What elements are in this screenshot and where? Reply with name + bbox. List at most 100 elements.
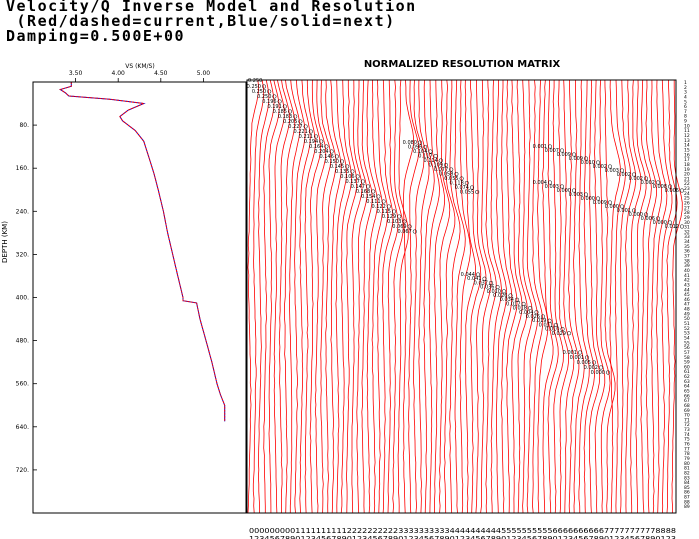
value-marker [355, 174, 360, 179]
kernel-line [485, 79, 497, 514]
value-marker [631, 172, 637, 177]
row-label: 37 [684, 254, 690, 260]
row-label: 47 [684, 302, 690, 308]
value-marker [293, 114, 298, 119]
resolution-value: 0.129 [382, 214, 396, 220]
value-marker [407, 224, 412, 229]
row-label: 82 [684, 470, 690, 476]
value-marker [547, 144, 553, 149]
value-marker [475, 189, 480, 195]
value-marker [553, 322, 559, 327]
resolution-value: 0.106 [340, 174, 354, 180]
row-label: 57 [684, 350, 690, 356]
resolution-value: 0.055 [460, 190, 474, 196]
row-label: 81 [684, 466, 690, 472]
resolution-value: 0.204 [314, 149, 328, 155]
resolution-value: 0.111 [366, 199, 380, 205]
resolution-value: 0.115 [377, 209, 391, 215]
resolution-value: 0.003 [545, 184, 559, 190]
row-label: 54 [684, 335, 690, 341]
kernel-line [666, 79, 678, 514]
row-label: 48 [684, 307, 690, 313]
row-label: 66 [684, 393, 690, 399]
kernel-line [470, 79, 482, 514]
value-marker [475, 272, 481, 277]
kernel-line [433, 79, 446, 513]
value-marker [308, 129, 313, 134]
next-model-line [59, 82, 226, 422]
resolution-value: 0.145 [330, 164, 344, 170]
value-marker [560, 327, 565, 332]
kernel-line [568, 79, 580, 514]
y-tick-label: 560. [16, 381, 29, 388]
resolution-values: 0.2500.2500.2500.2500.1960.1910.1850.183… [247, 78, 685, 376]
value-marker [655, 180, 661, 185]
x-tick-label: 4.00 [112, 70, 126, 77]
resolution-value: 0.211 [299, 134, 313, 140]
kernel-line [289, 79, 301, 513]
plot-subtitle: (Red/dashed=current,Blue/solid=next) [6, 12, 396, 30]
row-label: 15 [684, 147, 690, 153]
resolution-value: 0.026 [493, 293, 507, 299]
y-tick-label: 640. [16, 424, 29, 431]
value-marker [577, 350, 583, 355]
resolution-value: 0.002 [629, 176, 643, 182]
row-label: 7 [684, 109, 687, 115]
kernel-line [340, 79, 352, 514]
kernel-line [443, 79, 456, 514]
velocity-curves [59, 82, 226, 422]
kernel-line [304, 79, 316, 514]
kernel-line [330, 79, 342, 514]
value-marker [443, 162, 449, 168]
value-marker [319, 139, 324, 144]
resolution-value: 0.000 [591, 370, 605, 376]
kernel-line [309, 79, 321, 514]
kernel-line [449, 79, 461, 514]
value-marker [495, 285, 500, 290]
value-marker [482, 276, 487, 281]
kernel-line [351, 79, 363, 514]
y-tick-label: 320. [16, 251, 29, 258]
current-model-line [59, 82, 226, 422]
row-label: 73 [684, 427, 690, 433]
value-marker [417, 140, 423, 145]
resolution-value: 0.055 [444, 176, 458, 182]
row-label: 85 [684, 485, 690, 491]
row-label: 26 [684, 201, 690, 207]
resolution-value: 0.069 [392, 224, 406, 230]
row-label: 52 [684, 326, 690, 332]
row-label: 1 [684, 80, 687, 86]
row-label: 87 [684, 495, 690, 501]
kernel-line [522, 79, 533, 514]
kernel-line [588, 79, 601, 514]
resolution-value: 0.122 [371, 204, 385, 210]
kernel-line [547, 79, 559, 514]
row-label: 74 [684, 432, 690, 438]
resolution-value: 0.194 [304, 139, 318, 145]
resolution-value: 0.001 [563, 350, 577, 356]
resolution-value: 0.002 [584, 365, 598, 371]
value-marker [619, 168, 625, 173]
row-label: 23 [684, 186, 690, 192]
kernel-line [537, 79, 549, 514]
value-marker [583, 156, 589, 161]
row-label: 61 [684, 369, 690, 375]
kernel-line [506, 79, 518, 514]
kernel-line [563, 79, 575, 514]
value-marker [584, 355, 590, 360]
kernel-line [268, 79, 280, 513]
kernel-line [423, 79, 435, 514]
kernel-line [314, 79, 327, 514]
value-marker [298, 119, 303, 124]
resolution-value: 0.183 [278, 114, 292, 120]
kernel-line [361, 80, 373, 514]
kernel-line [495, 80, 508, 514]
value-marker [261, 84, 267, 89]
value-marker [595, 160, 601, 165]
y-tick-label: 400. [16, 295, 29, 302]
resolution-value: 0.168 [356, 189, 370, 195]
row-labels-right: 1234567891011121314151617181920212223242… [684, 80, 690, 510]
value-marker [371, 189, 376, 194]
row-label: 10 [684, 123, 690, 129]
value-marker [386, 204, 391, 209]
